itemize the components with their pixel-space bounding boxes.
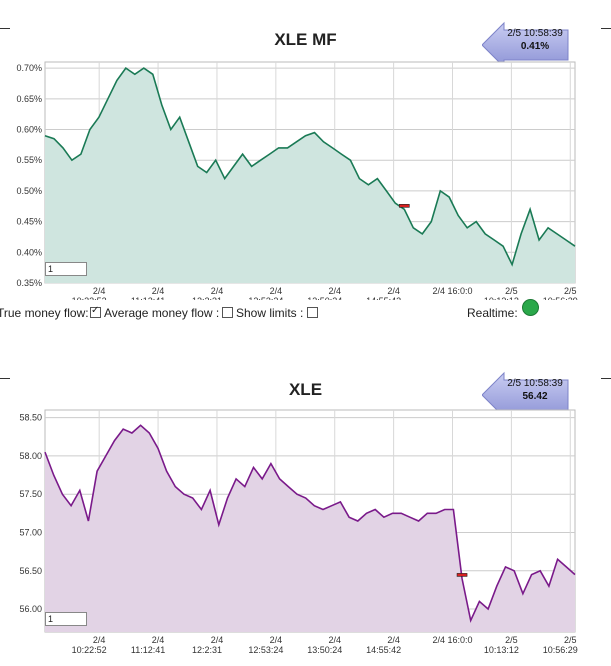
x-tick-time: 10:13:12 [484,645,519,655]
y-tick-label: 0.70% [16,63,42,73]
x-tick-date: 2/4 [211,286,224,296]
y-tick-label: 0.55% [16,155,42,165]
y-tick-label: 0.40% [16,247,42,257]
badge-time: 2/5 10:58:39 [507,28,563,39]
average-money-flow-label: Average money flow : [104,306,220,320]
x-tick-date: 2/4 16:0:0 [432,635,472,645]
x-tick-time: 14:55:42 [366,296,401,300]
x-tick-time: 10:22:52 [72,296,107,300]
series-line [44,66,576,267]
y-tick-label: 56.00 [19,604,42,614]
series-area [45,425,575,632]
x-tick-time: 12:53:24 [248,645,283,655]
x-tick-date: 2/4 16:0:0 [432,286,472,296]
right-edge-mark [601,28,611,29]
x-tick-date: 2/4 [270,635,283,645]
true-money-flow-checkbox[interactable] [90,305,101,318]
x-tick-date: 2/4 [93,635,106,645]
show-limits-checkbox[interactable] [307,307,318,318]
y-tick-label: 57.50 [19,489,42,499]
latest-value-badge[interactable]: 2/5 10:58:39 0.41% [482,20,572,70]
x-tick-date: 2/4 [93,286,106,296]
x-tick-time: 13:50:24 [307,645,342,655]
y-tick-label: 0.45% [16,217,42,227]
true-money-flow-label: True money flow: [0,306,89,320]
y-tick-label: 57.00 [19,527,42,537]
mf-chart[interactable]: 0.35% 0.40% 0.45% 0.50% 0.55% 0.60% 0.65% 0.70%… [0,0,611,300]
x-tick-time: 10:13:12 [484,296,519,300]
x-tick-time: 12:53:24 [248,296,283,300]
price-chart[interactable]: 56.0056.5057.0057.5058.0058.502/410:22:5… [0,370,611,666]
left-edge-mark [0,28,10,29]
average-money-flow-checkbox[interactable] [222,307,233,318]
badge-value: 0.41% [520,41,550,52]
latest-value-badge[interactable]: 2/5 10:58:39 56.42 [482,370,572,420]
x-tick-date: 2/4 [152,635,165,645]
mf-panel: XLE MF 2/5 10:58:39 0.41% 0.35% 0.40% 0.45… [0,0,611,330]
x-tick-date: 2/5 [564,635,577,645]
chart-title: XLE [288,380,323,399]
x-tick-time: 12:2:31 [192,645,222,655]
y-tick-label: 0.50% [16,186,42,196]
x-tick-time: 10:22:52 [72,645,107,655]
x-tick-time: 14:55:42 [366,645,401,655]
x-tick-time: 12:2:31 [192,296,222,300]
price-panel: XLE 2/5 10:58:39 56.42 56.00 56.50 57.00 57… [0,370,611,666]
badge-value: 56.42 [522,391,548,402]
y-tick-label: 56.50 [19,566,42,576]
series-area [45,68,575,283]
x-tick-date: 2/4 [387,635,400,645]
control-row: True money flow: Average money flow : Sh… [0,304,611,322]
realtime-label: Realtime: [467,306,518,320]
y-tick-label: 58.50 [19,413,42,423]
realtime-status-icon[interactable] [522,299,539,316]
x-tick-date: 2/4 [152,286,165,296]
x-tick-date: 2/4 [270,286,283,296]
x-tick-date: 2/5 [505,286,518,296]
y-tick-label: 0.60% [16,125,42,135]
x-tick-time: 10:56:29 [543,645,578,655]
x-tick-date: 2/5 [564,286,577,296]
x-tick-date: 2/4 [211,635,224,645]
x-tick-date: 2/4 [328,635,341,645]
session-marker [399,204,410,208]
right-edge-mark [601,378,611,379]
zoom-input[interactable]: 1 [45,612,87,626]
x-tick-time: 10:56:29 [543,296,578,300]
badge-time: 2/5 10:58:39 [507,378,563,389]
x-tick-time: 11:12:41 [131,645,165,655]
session-marker [456,573,468,577]
series-line [44,424,576,624]
left-edge-mark [0,378,10,379]
y-tick-label: 0.35% [16,278,42,288]
x-tick-time: 13:50:24 [307,296,342,300]
y-tick-label: 58.00 [19,451,42,461]
zoom-input[interactable]: 1 [45,262,87,276]
show-limits-label: Show limits : [236,306,304,320]
x-tick-date: 2/5 [505,635,518,645]
x-tick-date: 2/4 [328,286,341,296]
chart-title: XLE MF [274,30,337,49]
x-tick-date: 2/4 [387,286,400,296]
x-tick-time: 11:12:41 [131,296,165,300]
y-tick-label: 0.65% [16,94,42,104]
